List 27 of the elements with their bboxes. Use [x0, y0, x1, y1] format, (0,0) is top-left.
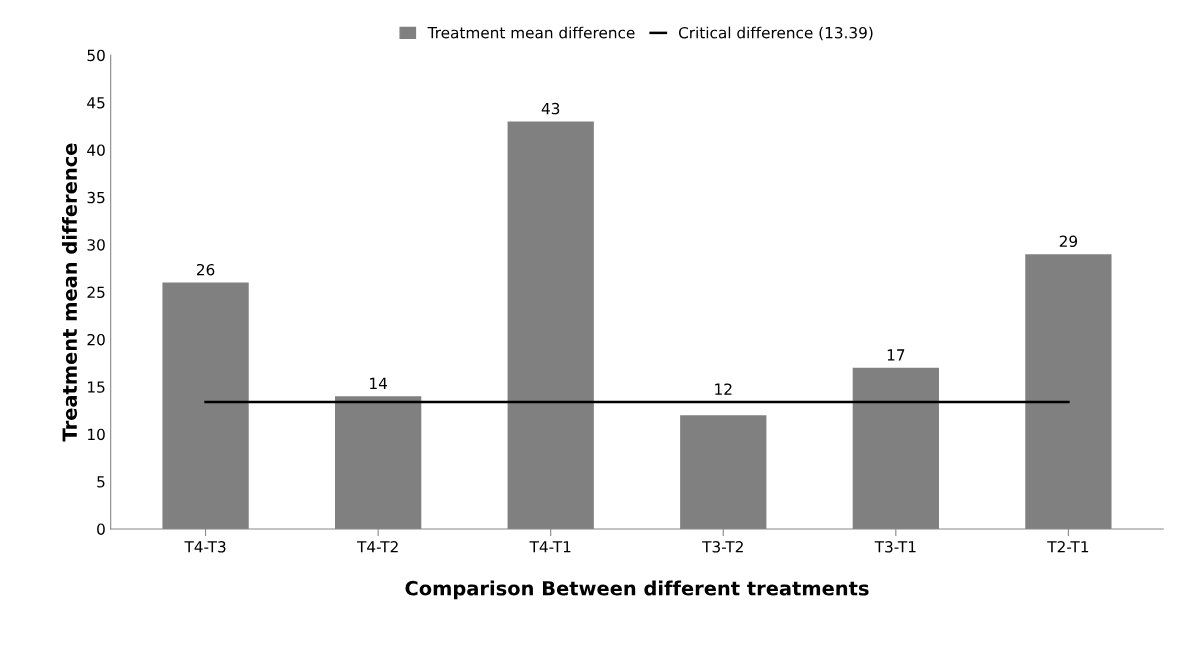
x-tick-label: T4-T3	[184, 541, 226, 553]
data-label: 29	[1059, 235, 1078, 248]
y-tick-label: 45	[87, 97, 105, 109]
y-tick-label: 0	[97, 523, 105, 535]
x-tick-label: T4-T1	[529, 541, 571, 553]
y-tick-label: 35	[87, 191, 105, 204]
legend-label: Critical difference (13.39)	[678, 26, 873, 41]
y-tick-label: 30	[87, 239, 105, 251]
y-tick-label: 5	[97, 476, 105, 488]
y-axis-title: Treatment mean difference	[62, 143, 78, 442]
x-tick-label: T3-T1	[874, 541, 916, 553]
y-tick-label: 25	[87, 286, 105, 299]
y-tick-label: 40	[87, 144, 105, 156]
x-tick-label: T4-T2	[356, 541, 398, 553]
data-label: 12	[715, 383, 732, 395]
x-tick-label: T2-T1	[1047, 541, 1089, 553]
y-tick-label: 20	[87, 333, 105, 346]
x-tick-label: T3-T2	[702, 541, 743, 553]
legend-label: Treatment mean difference	[427, 26, 635, 39]
y-tick-label: 15	[88, 381, 105, 393]
data-label: 43	[541, 102, 560, 115]
data-label: 26	[196, 263, 215, 276]
y-tick-label: 10	[88, 428, 105, 441]
data-label: 14	[370, 377, 388, 389]
y-tick-label: 50	[87, 49, 105, 62]
x-axis-title: Comparison Between different treatments	[405, 580, 869, 600]
data-label: 17	[887, 349, 905, 361]
